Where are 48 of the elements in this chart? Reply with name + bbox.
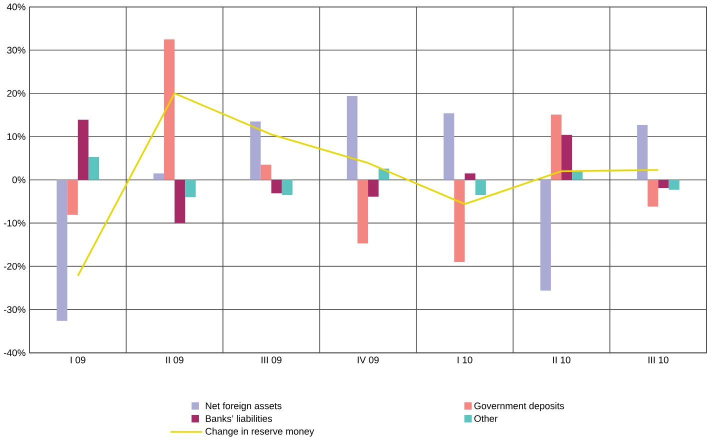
x-tick-label: I 10 — [458, 356, 472, 364]
bar — [561, 134, 572, 180]
bar — [637, 124, 648, 180]
x-tick-label: II 10 — [553, 356, 570, 364]
bar — [464, 173, 476, 180]
x-tick-label: III 10 — [648, 356, 668, 364]
x-tick-label: II 09 — [166, 356, 184, 364]
bar — [164, 39, 175, 180]
bar — [357, 180, 368, 244]
bar — [67, 180, 78, 215]
bar — [250, 121, 261, 180]
bar — [658, 180, 669, 188]
legend-label: Other — [474, 414, 498, 422]
legend-label: Government deposits — [474, 402, 564, 411]
bar — [260, 164, 272, 180]
bar — [475, 180, 486, 195]
bar — [78, 120, 88, 180]
x-tick-label: III 09 — [262, 356, 282, 364]
y-tick-label: -40% — [4, 349, 26, 356]
y-tick-label: -10% — [4, 220, 26, 226]
legend-label: Banks’ liabilities — [206, 414, 272, 422]
bar — [648, 180, 658, 206]
y-tick-label: 30% — [7, 46, 26, 54]
bar — [550, 114, 562, 180]
bar — [444, 113, 454, 180]
bar — [153, 173, 164, 180]
bar — [668, 180, 680, 190]
x-tick-label: I 09 — [70, 356, 86, 364]
legend-label: Net foreign assets — [206, 402, 282, 411]
legend-label: Change in reserve money — [206, 427, 314, 436]
y-tick-label: -30% — [4, 306, 26, 313]
y-tick-label: 40% — [6, 3, 26, 10]
y-tick-label: 10% — [7, 133, 26, 140]
bar — [454, 180, 465, 262]
y-tick-label: -20% — [4, 262, 26, 270]
y-tick-label: 0% — [12, 176, 26, 184]
bar — [540, 180, 551, 290]
x-tick-label: IV 09 — [358, 356, 379, 364]
line-series — [77, 92, 660, 277]
bar — [368, 180, 379, 197]
bar — [56, 180, 68, 321]
bar — [174, 180, 186, 223]
y-tick-label: 20% — [7, 90, 26, 97]
bar — [271, 180, 282, 194]
bar — [282, 180, 292, 195]
bar — [346, 96, 358, 180]
bar — [185, 180, 196, 197]
bar — [88, 156, 100, 180]
